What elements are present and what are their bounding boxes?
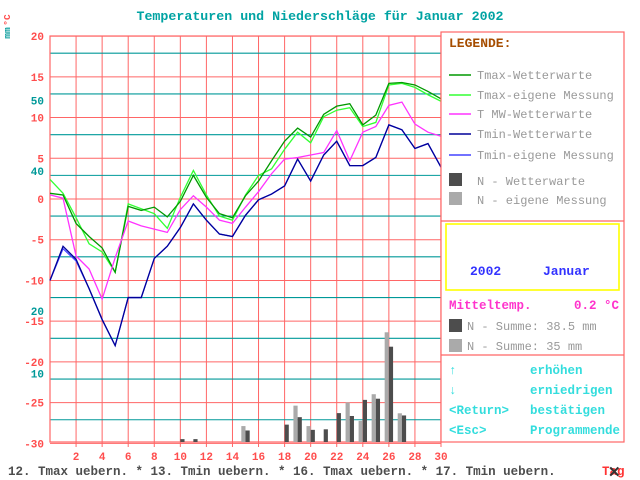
svg-text:24: 24 xyxy=(356,452,370,464)
svg-text:16: 16 xyxy=(252,452,265,464)
svg-text:10: 10 xyxy=(31,369,44,381)
svg-text:20: 20 xyxy=(304,452,317,464)
svg-text:°C: °C xyxy=(2,14,13,26)
svg-text:Mitteltemp.: Mitteltemp. xyxy=(449,299,532,313)
svg-text:Januar: Januar xyxy=(543,264,590,279)
svg-text:Tmin-eigene Messung: Tmin-eigene Messung xyxy=(477,149,614,163)
svg-text:2002: 2002 xyxy=(470,264,501,279)
svg-text:14: 14 xyxy=(226,452,240,464)
svg-text:12. Tmax uebern. * 13. Tmin ue: 12. Tmax uebern. * 13. Tmin uebern. * 16… xyxy=(8,465,556,479)
svg-text:6: 6 xyxy=(125,452,132,464)
svg-text:mm: mm xyxy=(2,27,13,39)
svg-text:4: 4 xyxy=(99,452,106,464)
svg-text:5: 5 xyxy=(37,154,44,166)
svg-text:20: 20 xyxy=(31,32,44,44)
svg-text:Tmax-Wetterwarte: Tmax-Wetterwarte xyxy=(477,69,592,83)
svg-text:Tmax-eigene Messung: Tmax-eigene Messung xyxy=(477,89,614,103)
svg-text:50: 50 xyxy=(31,96,44,108)
svg-text:12: 12 xyxy=(200,452,213,464)
svg-text:40: 40 xyxy=(31,167,44,179)
svg-text:N - Wetterwarte: N - Wetterwarte xyxy=(477,175,585,189)
svg-text:N - Summe: 38.5 mm: N - Summe: 38.5 mm xyxy=(467,320,597,334)
svg-text:-5: -5 xyxy=(31,236,45,248)
svg-text:T MW-Wetterwarte: T MW-Wetterwarte xyxy=(477,108,592,122)
svg-text:2: 2 xyxy=(73,452,80,464)
svg-text:20: 20 xyxy=(31,307,44,319)
svg-text:-25: -25 xyxy=(24,399,44,411)
svg-text:erniedrigen: erniedrigen xyxy=(530,384,613,398)
svg-text:-20: -20 xyxy=(24,358,44,370)
svg-text:18: 18 xyxy=(278,452,292,464)
svg-text:bestätigen: bestätigen xyxy=(530,404,605,418)
svg-text:28: 28 xyxy=(408,452,422,464)
svg-text:8: 8 xyxy=(151,452,158,464)
svg-text:-10: -10 xyxy=(24,276,44,288)
svg-text:↑: ↑ xyxy=(449,364,457,378)
svg-text:30: 30 xyxy=(434,452,447,464)
svg-text:LEGENDE:: LEGENDE: xyxy=(449,36,511,51)
svg-text:22: 22 xyxy=(330,452,343,464)
svg-text:Temperaturen und Niederschläge: Temperaturen und Niederschläge für Janua… xyxy=(136,9,503,24)
svg-text:<Return>: <Return> xyxy=(449,404,509,418)
svg-text:Tmin-Wetterwarte: Tmin-Wetterwarte xyxy=(477,128,592,142)
svg-text:N - Summe: 35 mm: N - Summe: 35 mm xyxy=(467,340,582,354)
svg-text:N - eigene Messung: N - eigene Messung xyxy=(477,194,607,208)
svg-text:✕: ✕ xyxy=(608,464,621,480)
svg-text:10: 10 xyxy=(31,114,44,126)
svg-text:Programmende: Programmende xyxy=(530,424,620,438)
svg-text:-30: -30 xyxy=(24,439,44,451)
svg-text:0: 0 xyxy=(37,195,44,207)
svg-text:15: 15 xyxy=(31,73,45,85)
svg-text:↓: ↓ xyxy=(449,384,457,398)
svg-text:<Esc>: <Esc> xyxy=(449,424,487,438)
svg-text:10: 10 xyxy=(174,452,187,464)
svg-text:0.2 °C: 0.2 °C xyxy=(574,299,620,313)
svg-text:26: 26 xyxy=(382,452,395,464)
svg-text:erhöhen: erhöhen xyxy=(530,364,583,378)
